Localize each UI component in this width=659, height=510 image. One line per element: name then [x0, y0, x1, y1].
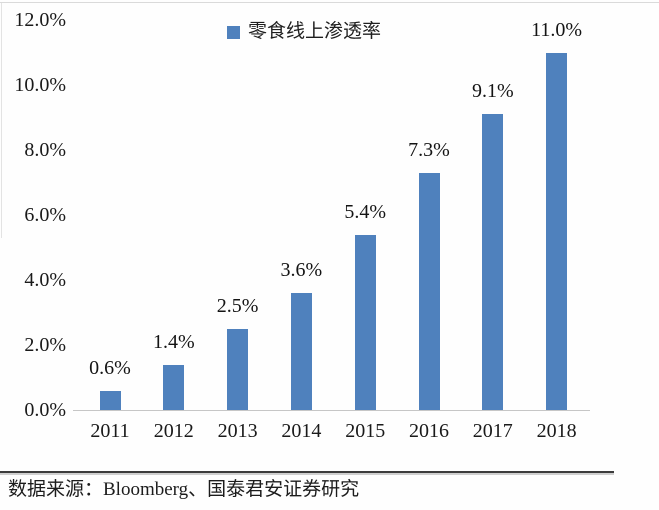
bar-2011 [99, 390, 121, 410]
x-axis-tick-label: 2013 [217, 420, 258, 442]
bar-2013 [227, 328, 249, 410]
left-border-line [1, 3, 2, 238]
y-axis-tick-label: 10.0% [14, 74, 66, 96]
x-axis-tick-label: 2017 [472, 420, 513, 442]
bar-2014 [290, 293, 312, 410]
y-axis-tick-label: 4.0% [24, 269, 66, 291]
bar-value-label: 7.3% [408, 138, 450, 161]
bar-value-label: 11.0% [531, 18, 583, 41]
bar-2017 [482, 114, 504, 410]
bar-value-label: 5.4% [344, 200, 387, 223]
bar-value-label: 1.4% [152, 330, 195, 353]
top-border-line [0, 2, 659, 3]
y-axis-tick-label: 6.0% [24, 204, 66, 226]
x-axis-line [73, 410, 590, 411]
legend-swatch-icon [227, 25, 240, 39]
legend-label: 零食线上渗透率 [248, 21, 382, 42]
source-text: 数据来源：Bloomberg、国泰君安证券研究 [8, 479, 360, 500]
y-axis-tick-label: 8.0% [24, 139, 66, 161]
bar-2016 [418, 172, 440, 410]
y-axis-tick-label: 12.0% [14, 9, 66, 31]
bar-2015 [354, 234, 376, 410]
bar-value-label: 3.6% [280, 259, 323, 281]
x-axis-tick-label: 2018 [536, 420, 577, 442]
footer-separator-line [0, 471, 614, 473]
bar-value-label: 0.6% [89, 356, 131, 379]
bar-value-label: 9.1% [471, 80, 514, 103]
x-axis-tick-label: 2016 [409, 420, 449, 442]
x-axis-tick-label: 2014 [281, 420, 322, 442]
x-axis-tick-label: 2015 [345, 420, 386, 442]
plot-area: 0.0% 2.0% 4.0% 6.0% 8.0% 10.0% 12.0% 0.6% 2011 1.… [14, 9, 583, 442]
chart-legend: 零食线上渗透率 [227, 22, 381, 42]
bar-2012 [163, 364, 185, 410]
y-axis-tick-label: 0.0% [24, 399, 66, 421]
y-axis-tick-label: 2.0% [24, 334, 66, 356]
x-axis-tick-label: 2011 [90, 420, 130, 442]
bar-value-label: 2.5% [216, 294, 259, 317]
x-axis-tick-label: 2012 [153, 420, 194, 442]
bar-2018 [546, 52, 568, 410]
